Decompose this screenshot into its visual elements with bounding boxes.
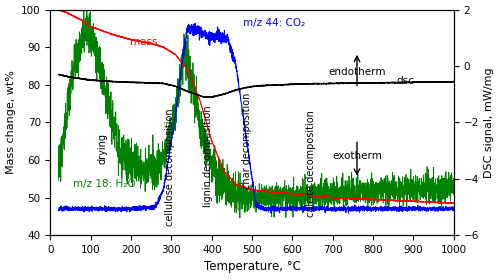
X-axis label: Temperature, °C: Temperature, °C xyxy=(204,260,300,273)
Text: calcite decomposition: calcite decomposition xyxy=(306,110,316,217)
Text: m/z 18: H₂O: m/z 18: H₂O xyxy=(72,179,136,189)
Text: char decomposition: char decomposition xyxy=(242,93,252,189)
Text: drying: drying xyxy=(98,133,108,164)
Text: lignin decomposition: lignin decomposition xyxy=(203,105,213,207)
Text: endotherm: endotherm xyxy=(328,67,386,77)
Text: m/z 44: CO₂: m/z 44: CO₂ xyxy=(244,18,306,28)
Y-axis label: DSC signal, mW/mg: DSC signal, mW/mg xyxy=(484,67,494,178)
Text: dsc: dsc xyxy=(396,76,414,86)
Y-axis label: Mass change, wt%: Mass change, wt% xyxy=(6,70,16,174)
Text: exotherm: exotherm xyxy=(333,151,382,161)
Text: mass: mass xyxy=(130,37,158,47)
Text: cellulose decomposition: cellulose decomposition xyxy=(165,109,175,226)
